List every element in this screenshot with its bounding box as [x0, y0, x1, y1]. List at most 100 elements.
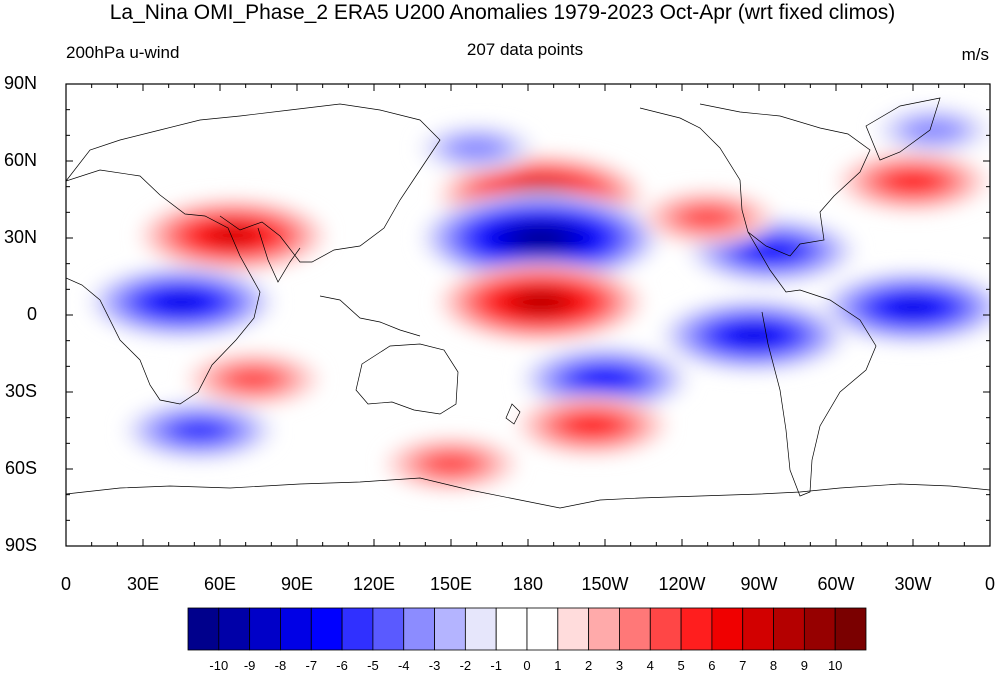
colorbar-box — [680, 607, 713, 651]
colorbar-label: 4 — [646, 658, 654, 673]
lon-label: 30E — [126, 574, 160, 594]
contour-level — [213, 227, 253, 244]
anomaly-north-pacific-high-lat-easterly — [419, 124, 534, 172]
colorbar-box — [434, 607, 466, 651]
contour-level — [161, 294, 202, 310]
contour-level — [521, 294, 560, 310]
contour-level — [178, 421, 221, 440]
colorbar-box — [834, 607, 867, 651]
contour-level — [570, 416, 614, 434]
axis-ticks — [65, 83, 991, 547]
contour-level — [584, 371, 626, 388]
coast-new-zealand — [505, 403, 521, 425]
anomaly-north-africa-asia-jet-westerly — [139, 199, 326, 272]
anomaly-north-america-westerly — [641, 190, 774, 245]
lat-label: 90S — [4, 535, 37, 555]
colorbar-box — [649, 607, 682, 651]
contour-level — [230, 369, 277, 389]
variable-label: 200hPa u-wind — [66, 43, 180, 62]
coast-australia — [355, 343, 459, 415]
colorbar-box — [711, 607, 744, 651]
lat-label: 90N — [3, 73, 37, 93]
lon-label: 180 — [512, 574, 544, 594]
colorbar-label: -6 — [336, 658, 348, 673]
colorbar-label: 6 — [708, 658, 716, 673]
contour-level — [684, 208, 731, 227]
colorbar-box — [310, 607, 343, 651]
contour-level — [522, 231, 559, 245]
colorbar-label: 1 — [554, 658, 562, 673]
contour-level — [893, 299, 933, 315]
colorbar-label: -9 — [243, 658, 256, 673]
colorbar-label: 3 — [615, 658, 624, 673]
anomaly-indian-ocean-africa-easterly — [88, 265, 275, 339]
colorbar-box — [341, 607, 374, 651]
lon-label: 90W — [740, 574, 778, 594]
contour-level — [891, 172, 935, 191]
coast-antarctica — [66, 477, 990, 509]
colorbar-label: -10 — [209, 658, 229, 673]
contour-level — [908, 119, 959, 141]
colorbar-box — [495, 607, 528, 651]
colorbar-label: 8 — [769, 658, 778, 673]
colorbar-label: 10 — [827, 658, 843, 673]
colorbar-label: -1 — [490, 658, 502, 673]
colorbar-label: 2 — [585, 658, 593, 673]
lon-label: 120E — [352, 574, 396, 594]
lon-label: 120W — [658, 574, 706, 594]
colorbar-box — [464, 607, 497, 651]
lon-label: 0 — [60, 574, 72, 594]
colorbar-label: 9 — [800, 658, 808, 673]
coastlines — [66, 97, 990, 509]
anomaly-tropical-atlantic-easterly — [820, 270, 990, 344]
colorbar-label: -2 — [459, 658, 472, 673]
lon-label: 30W — [894, 574, 932, 594]
colorbar-box — [742, 607, 774, 651]
anomaly-southern-ocean-westerly — [385, 437, 517, 491]
lat-label: 60S — [4, 458, 37, 478]
anomaly-arctic-atlantic-easterly — [876, 106, 990, 154]
lon-label: 150W — [581, 574, 629, 594]
colorbar — [187, 607, 867, 651]
data-points-label: 207 data points — [466, 40, 584, 59]
colorbar-label: -3 — [428, 658, 441, 673]
colorbar-box — [372, 607, 405, 651]
colorbar-box — [218, 607, 251, 651]
colorbar-box — [526, 607, 559, 651]
colorbar-label: -4 — [397, 658, 410, 673]
coast-north-america — [639, 103, 871, 257]
colorbar-label: -5 — [367, 658, 379, 673]
anomaly-subtropical-pacific-easterly — [420, 192, 661, 284]
colorbar-label: 7 — [739, 658, 747, 673]
anomaly-equatorial-pacific-westerly — [438, 262, 643, 342]
anomaly-south-indian-easterly — [124, 400, 275, 461]
anomaly-field — [88, 106, 990, 491]
coast-africa — [66, 169, 261, 405]
colorbar-label: 5 — [677, 658, 685, 673]
lon-label: 150E — [429, 574, 473, 594]
colorbar-box — [803, 607, 836, 651]
anomaly-south-pacific-westerly — [517, 395, 668, 456]
anomaly-north-atlantic-westerly — [838, 151, 988, 212]
colorbar-box — [619, 607, 651, 651]
coast-indonesia — [319, 295, 421, 337]
colorbar-label: 0 — [523, 658, 531, 673]
coast-eurasia — [66, 103, 441, 263]
units-label: m/s — [961, 45, 989, 64]
map-title: La_Nina OMI_Phase_2 ERA5 U200 Anomalies … — [109, 1, 896, 24]
colorbar-label: -8 — [274, 658, 287, 673]
colorbar-box — [187, 607, 220, 651]
lat-label: 30N — [3, 227, 37, 247]
colorbar-box — [557, 607, 590, 651]
colorbar-box — [280, 607, 312, 651]
lon-label: 60E — [203, 574, 237, 594]
contour-level — [734, 327, 774, 344]
colorbar-box — [403, 607, 435, 651]
colorbar-box — [249, 607, 281, 651]
coast-south-america — [747, 231, 877, 497]
contour-level — [451, 137, 502, 159]
lon-label: 60W — [817, 574, 855, 594]
contour-level — [428, 454, 474, 474]
anomaly-south-indian-westerly — [187, 352, 320, 406]
